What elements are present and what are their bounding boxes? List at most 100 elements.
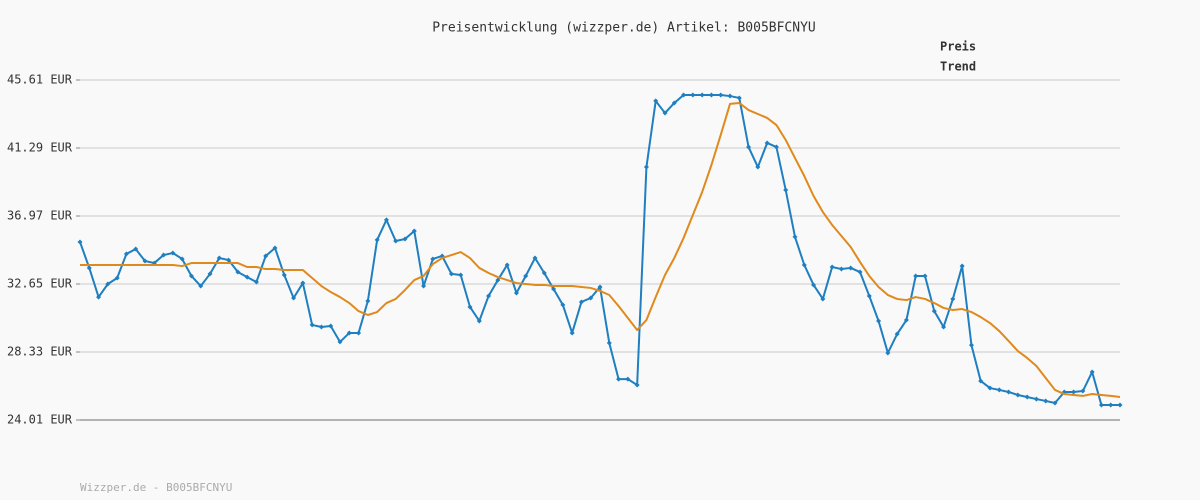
point-marker: [801, 262, 807, 268]
point-marker: [291, 295, 297, 301]
point-marker: [1024, 394, 1030, 400]
point-marker: [300, 280, 306, 286]
point-marker: [708, 92, 714, 98]
point-marker: [792, 234, 798, 240]
point-marker: [77, 239, 83, 245]
point-marker: [365, 298, 371, 304]
chart-title: Preisentwicklung (wizzper.de) Artikel: B…: [432, 21, 816, 36]
point-marker: [337, 339, 343, 345]
point-marker: [551, 286, 557, 292]
y-tick-label: 36.97 EUR: [7, 209, 73, 223]
point-marker: [123, 251, 129, 257]
point-marker: [829, 264, 835, 270]
legend-label: Preis: [940, 40, 976, 54]
point-marker: [188, 273, 194, 279]
point-marker: [736, 95, 742, 101]
point-marker: [941, 324, 947, 330]
point-marker: [216, 255, 222, 261]
point-marker: [179, 256, 185, 262]
point-marker: [681, 92, 687, 98]
point-marker: [142, 258, 148, 264]
point-marker: [272, 245, 278, 251]
legend-label: Trend: [940, 60, 976, 74]
point-marker: [513, 290, 519, 296]
point-marker: [86, 265, 92, 271]
point-marker: [1015, 392, 1021, 398]
point-marker: [458, 272, 464, 278]
point-marker: [671, 100, 677, 106]
point-marker: [978, 378, 984, 384]
point-marker: [959, 263, 965, 269]
point-marker: [783, 187, 789, 193]
y-tick-label: 28.33 EUR: [7, 345, 73, 359]
point-marker: [578, 299, 584, 305]
point-marker: [486, 293, 492, 299]
point-marker: [383, 217, 389, 223]
point-marker: [1071, 389, 1077, 395]
point-marker: [421, 283, 427, 289]
point-marker: [569, 330, 575, 336]
point-marker: [467, 304, 473, 310]
point-marker: [309, 322, 315, 328]
point-marker: [588, 295, 594, 301]
point-marker: [161, 252, 167, 258]
point-marker: [1089, 369, 1095, 375]
point-marker: [764, 140, 770, 146]
series-line: [80, 101, 1121, 399]
point-marker: [699, 92, 705, 98]
point-marker: [625, 376, 631, 382]
point-marker: [198, 283, 204, 289]
point-marker: [263, 253, 269, 259]
point-marker: [1033, 396, 1039, 402]
point-marker: [727, 93, 733, 99]
point-marker: [356, 330, 362, 336]
point-marker: [746, 144, 752, 150]
point-marker: [393, 238, 399, 244]
point-marker: [876, 318, 882, 324]
point-marker: [653, 98, 659, 104]
point-marker: [987, 385, 993, 391]
point-marker: [244, 274, 250, 280]
y-tick-label: 41.29 EUR: [7, 141, 73, 155]
point-marker: [448, 271, 454, 277]
point-marker: [318, 324, 324, 330]
point-marker: [848, 265, 854, 271]
point-marker: [402, 236, 408, 242]
point-marker: [253, 279, 259, 285]
point-marker: [857, 269, 863, 275]
point-marker: [894, 331, 900, 337]
point-marker: [922, 273, 928, 279]
point-marker: [114, 275, 120, 281]
y-tick-label: 24.01 EUR: [7, 413, 73, 427]
point-marker: [235, 269, 241, 275]
point-marker: [281, 272, 287, 278]
point-marker: [643, 164, 649, 170]
point-marker: [1080, 388, 1086, 394]
point-marker: [931, 308, 937, 314]
point-marker: [1098, 402, 1104, 408]
point-marker: [207, 271, 213, 277]
point-marker: [328, 323, 334, 329]
point-marker: [903, 317, 909, 323]
point-marker: [755, 164, 761, 170]
point-marker: [226, 257, 232, 263]
point-marker: [606, 340, 612, 346]
point-marker: [616, 376, 622, 382]
point-marker: [532, 255, 538, 261]
point-marker: [634, 382, 640, 388]
footer: Wizzper.de - B005BFCNYU: [80, 481, 232, 494]
point-marker: [913, 273, 919, 279]
point-marker: [811, 282, 817, 288]
point-marker: [1006, 389, 1012, 395]
y-tick-label: 45.61 EUR: [7, 73, 73, 87]
point-marker: [690, 92, 696, 98]
point-marker: [773, 144, 779, 150]
point-marker: [662, 110, 668, 116]
point-marker: [1052, 400, 1058, 406]
point-marker: [411, 228, 417, 234]
point-marker: [560, 302, 566, 308]
point-marker: [597, 284, 603, 290]
